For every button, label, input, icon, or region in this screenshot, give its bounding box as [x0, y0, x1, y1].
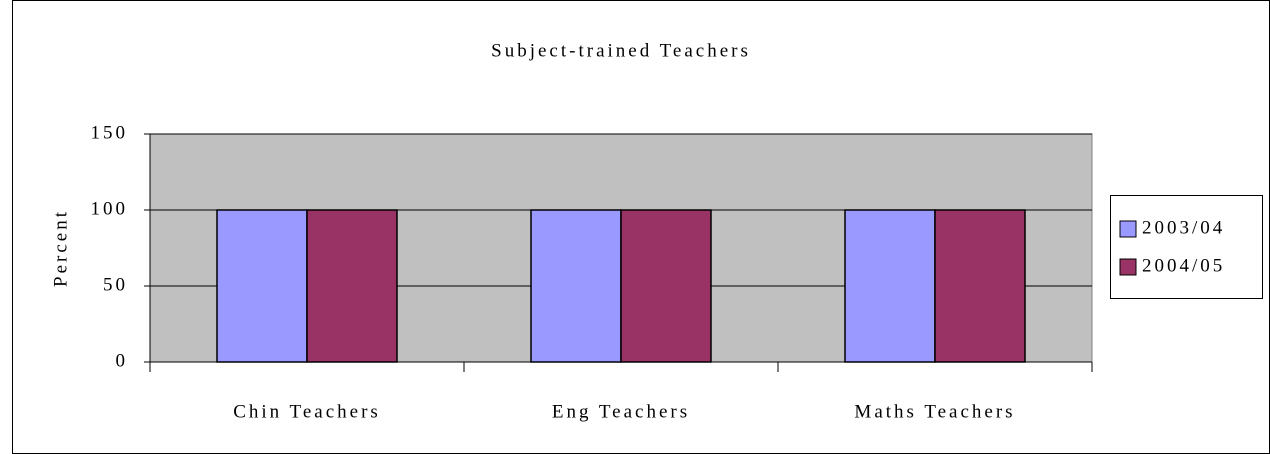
chart-title: Subject-trained Teachers — [491, 40, 751, 61]
x-tick-label: Maths Teachers — [854, 401, 1015, 422]
legend-swatch — [1119, 220, 1137, 238]
x-tick-label: Chin Teachers — [233, 401, 381, 422]
bar — [530, 209, 622, 363]
legend-label: 2004/05 — [1142, 255, 1225, 276]
legend-label: 2003/04 — [1142, 217, 1225, 238]
y-tick-label: 100 — [91, 198, 129, 219]
bar — [216, 209, 308, 363]
y-tick-label: 50 — [103, 274, 128, 295]
y-tick-label: 0 — [116, 350, 129, 371]
x-tick-label: Eng Teachers — [552, 401, 690, 422]
bar — [306, 209, 398, 363]
bar — [620, 209, 712, 363]
legend-swatch — [1119, 258, 1137, 276]
y-axis-label: Percent — [50, 209, 71, 287]
bar — [934, 209, 1026, 363]
legend-box — [1110, 195, 1263, 299]
y-tick-label: 150 — [91, 122, 129, 143]
bar — [844, 209, 936, 363]
